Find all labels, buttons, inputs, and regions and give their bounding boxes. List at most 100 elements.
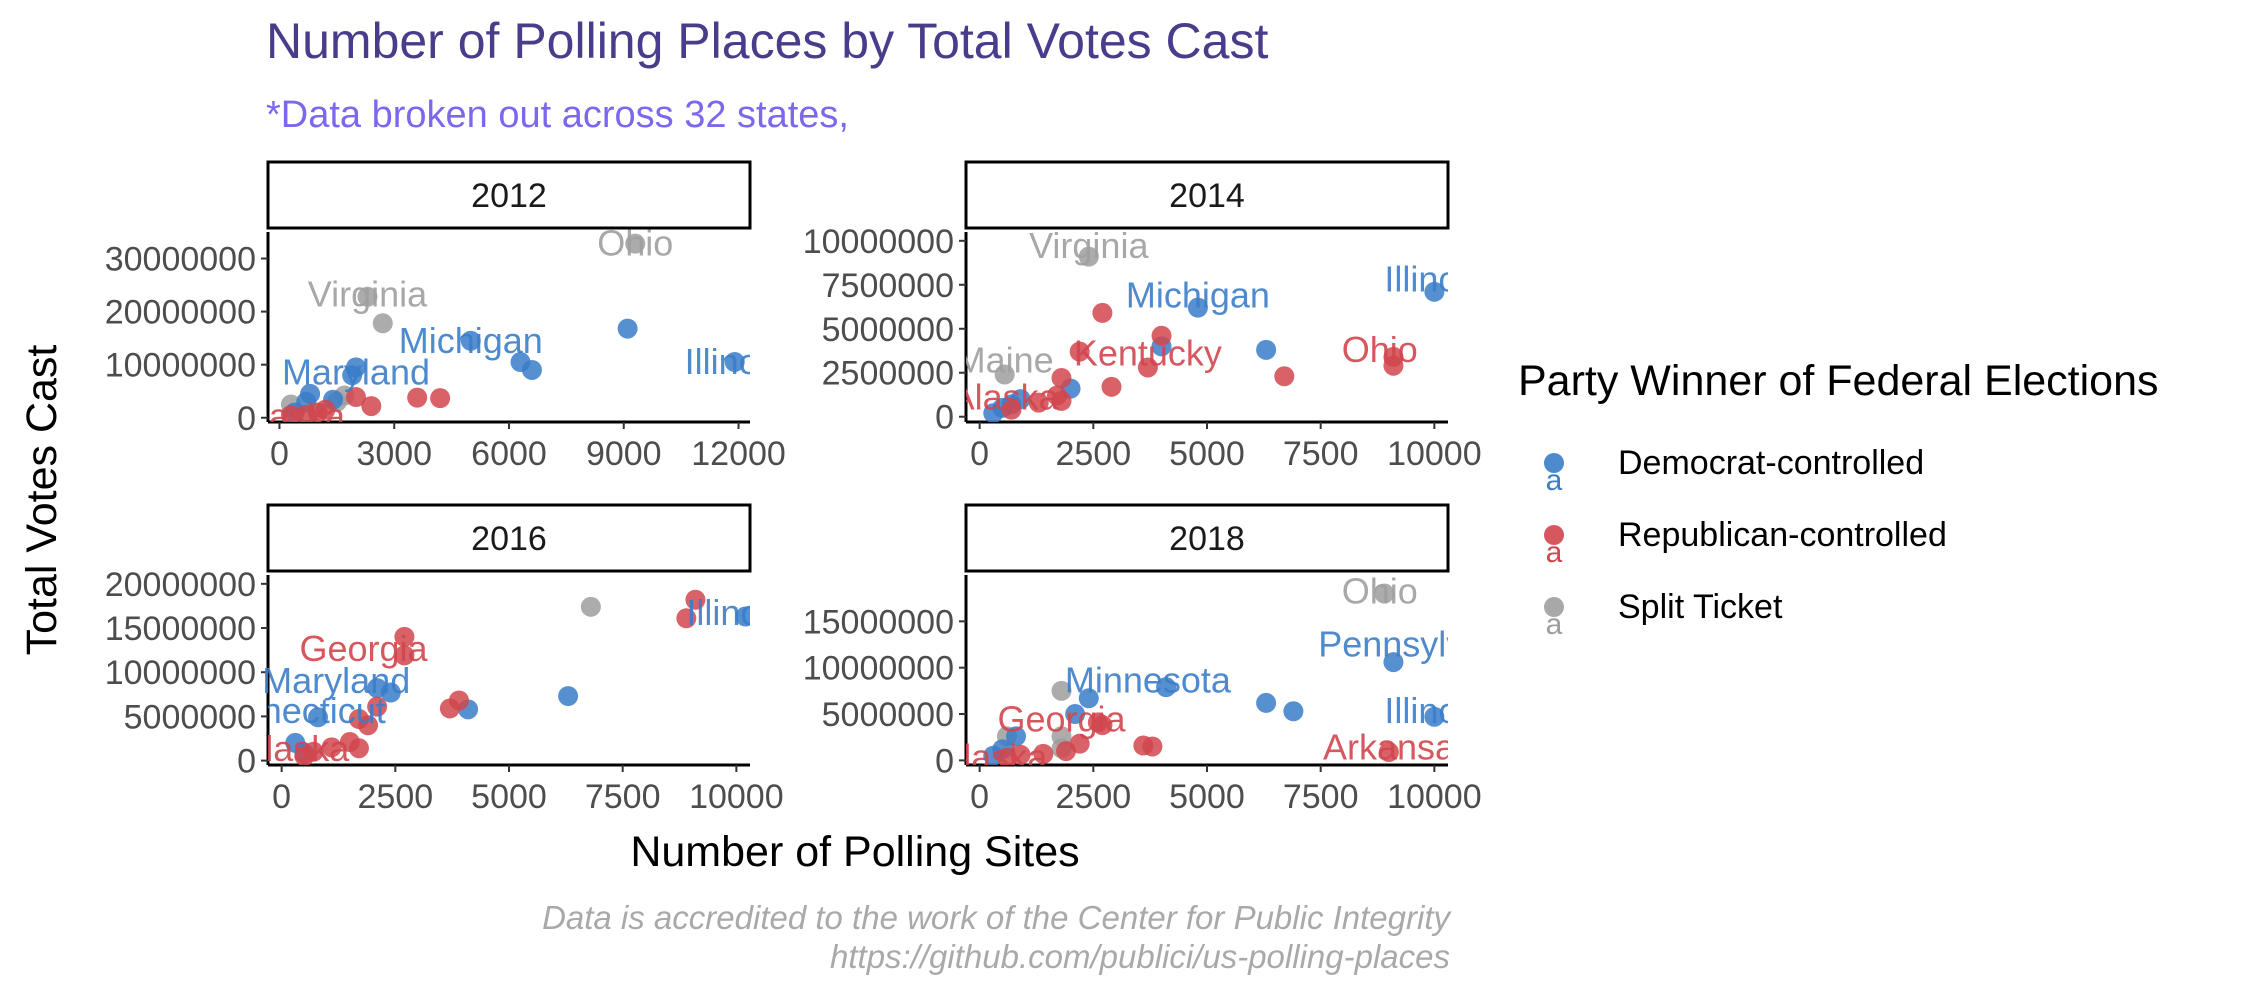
y-tick-label: 0 [935,742,954,780]
legend-item-label: Republican-controlled [1618,516,1947,554]
facet-strip-label: 2016 [471,520,547,558]
x-tick-label: 5000 [1169,435,1245,473]
y-tick-label: 10000000 [803,223,954,261]
y-tick-label: 2500000 [822,355,954,393]
x-tick-label: 9000 [586,435,662,473]
data-point-rep [440,698,460,718]
state-label: Maryland [262,660,410,701]
x-tick-label: 10000 [689,778,784,816]
y-tick-label: 10000000 [105,347,256,385]
data-point-rep [1056,741,1076,761]
state-label: Illinois [686,592,786,633]
data-point-dem [1256,693,1276,713]
legend-item-label: Split Ticket [1618,588,1783,626]
y-tick-label: 0 [237,743,256,781]
y-tick-label: 5000000 [822,696,954,734]
chart-title: Number of Polling Places by Total Votes … [266,13,1268,69]
y-tick-label: 5000000 [124,698,256,736]
data-point-dem [522,360,542,380]
x-tick-label: 7500 [1283,778,1359,816]
points-group: Pennsylvania IllinoisArkansas Alaska [939,584,1533,778]
legend-key-glyph: a [1546,536,1563,569]
state-label: Pennsylvania [1318,624,1533,665]
x-tick-label: 2500 [358,778,434,816]
state-label: Maine [956,339,1054,380]
x-tick-label: 6000 [471,435,547,473]
chart-subtitle: *Data broken out across 32 states, [266,94,849,136]
facet-strip-label: 2014 [1169,177,1245,215]
y-tick-label: 10000000 [803,650,954,688]
caption-line-2: https://github.com/publici/us-polling-pl… [830,938,1450,975]
x-tick-label: 7500 [585,778,661,816]
legend: Party Winner of Federal Elections a Democ… [1518,357,2159,641]
caption-line-1: Data is accredited to the work of the Ce… [542,899,1452,936]
facet-panels: 201201000000020000000300000000 3000 6000 90… [105,162,1534,816]
state-label: Illinois [1384,690,1484,731]
legend-key-glyph: a [1546,464,1563,497]
data-point-split [581,597,601,617]
state-label: Kentucky [1074,332,1222,373]
legend-item-label: Democrat-controlled [1618,444,1924,482]
facet-panel-2014: 2014 0 2500000 5000000 7500000 10000000 0 2500 5… [803,162,1485,473]
x-tick-label: 5000 [1169,778,1245,816]
data-point-split [373,313,393,333]
state-label: Alaska [939,737,1048,778]
legend-items: a Democrat-controlled a Republican-controll… [1544,444,1947,641]
x-tick-label: 12000 [691,435,786,473]
data-point-dem [558,686,578,706]
x-axis-label: Number of Polling Sites [630,828,1079,876]
y-tick-label: 20000000 [105,294,256,332]
state-label: Alaska [951,376,1060,417]
x-tick-label: 0 [970,778,989,816]
data-point-rep [349,738,369,758]
data-point-rep [1092,303,1112,323]
x-tick-label: 10000 [1387,778,1482,816]
state-label: Ohio [1342,571,1418,612]
y-axis-label: Total Votes Cast [18,345,66,656]
legend-item: a Democrat-controlled [1544,444,1924,497]
y-tick-label: 20000000 [105,566,256,604]
x-tick-label: 2500 [1056,435,1132,473]
x-tick-label: 5000 [471,778,547,816]
state-label: Illinois [1384,259,1484,300]
data-point-rep [1102,377,1122,397]
data-point-rep [1133,736,1153,756]
x-tick-label: 2500 [1056,778,1132,816]
x-tick-label: 0 [270,435,289,473]
facet-strip-label: 2018 [1169,520,1245,558]
state-label: Georgia [997,699,1126,740]
x-tick-label: 10000 [1387,435,1482,473]
y-tick-label: 30000000 [105,241,256,279]
y-tick-label: 7500000 [822,267,954,305]
state-label: Maryland [282,352,430,393]
facet-panel-2012: 2012 0 10000000 20000000 30000000 0 3000 6000 90… [105,162,786,473]
state-label: Ohio [597,223,673,264]
data-point-rep [1274,366,1294,386]
state-label: Minnesota [1065,660,1232,701]
y-tick-label: 15000000 [803,603,954,641]
data-point-dem [1283,701,1303,721]
y-tick-label: 5000000 [822,311,954,349]
data-point-dem [618,319,638,339]
state-label: Illinois [685,341,785,382]
y-tick-label: 15000000 [105,610,256,648]
x-tick-label: 3000 [356,435,432,473]
facet-panel-2016: 2016 0 5000000 10000000 15000000 20000000 0 250… [105,505,787,816]
state-label: Arkansas [1323,726,1473,767]
x-tick-label: 0 [970,435,989,473]
legend-item: a Split Ticket [1544,588,1783,641]
state-label: Michigan [1126,274,1270,315]
data-point-rep [361,396,381,416]
y-tick-label: 0 [935,399,954,437]
state-label: Alaska [241,728,350,769]
facet-strip-label: 2012 [471,177,547,215]
state-label: Ohio [1342,329,1418,370]
facet-panel-2018: 2018 0 5000000 10000000 15000000 0 2500 5000 750… [803,505,1534,816]
legend-item: a Republican-controlled [1544,516,1947,569]
y-tick-label: 10000000 [105,654,256,692]
y-tick-label: 0 [237,400,256,438]
legend-key-glyph: a [1546,608,1563,641]
x-tick-label: 0 [272,778,291,816]
x-tick-label: 7500 [1283,435,1359,473]
